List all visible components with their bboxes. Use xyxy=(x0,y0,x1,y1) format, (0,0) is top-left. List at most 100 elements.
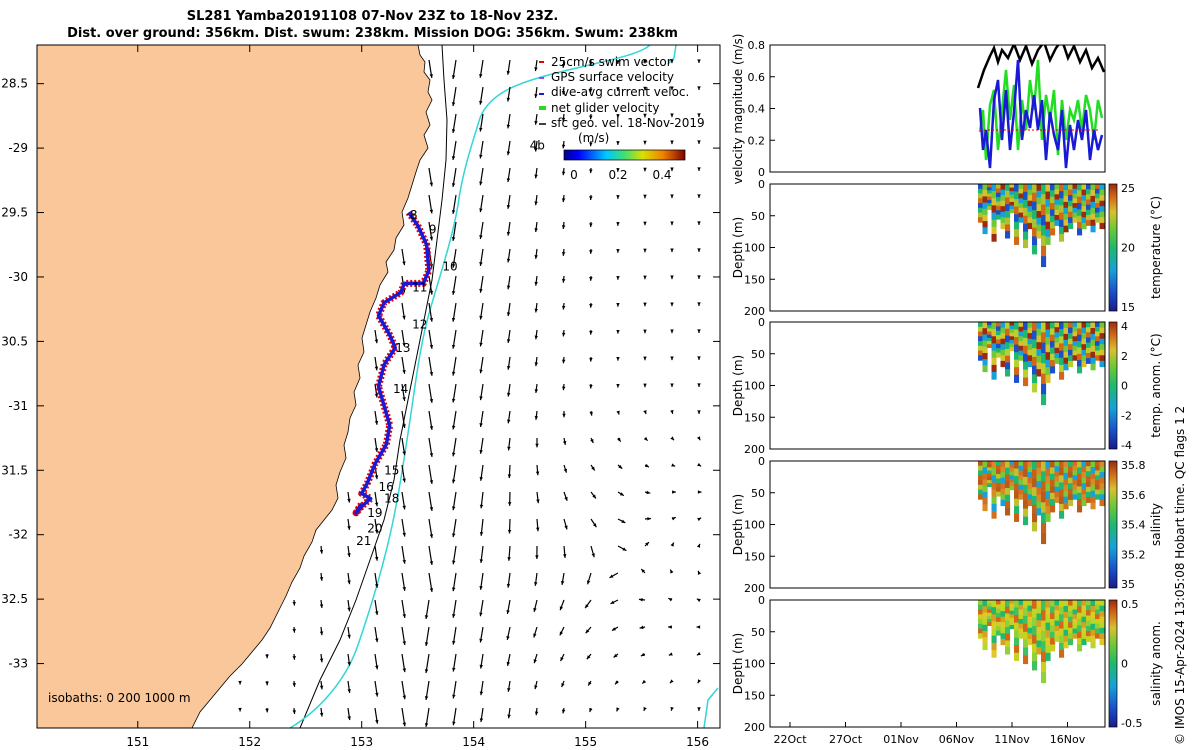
salinity-cell xyxy=(1005,488,1011,496)
geo-velocity-arrowhead xyxy=(402,695,407,700)
temp_anom-cell xyxy=(1086,337,1092,344)
temperature-cell xyxy=(1009,209,1015,214)
geo-velocity-arrowhead xyxy=(506,205,511,209)
temp_anom-cell xyxy=(1099,338,1105,345)
temp_anom-cell xyxy=(1090,357,1096,365)
sal_anom-cell xyxy=(1045,622,1051,631)
salinity-cell xyxy=(1081,461,1087,468)
temp_anom-cell xyxy=(987,341,993,345)
temp_anom-cell xyxy=(1009,343,1015,348)
geo-velocity-arrowhead xyxy=(534,711,539,716)
geo-velocity-arrowhead xyxy=(506,661,511,666)
sal_anom-cell xyxy=(1068,605,1074,612)
sal_anom-cell xyxy=(1099,611,1105,618)
temp_anom-cell xyxy=(996,339,1002,345)
temperature-cell xyxy=(978,217,984,223)
temp_anom-cell xyxy=(996,330,1002,336)
temp_anom-cell xyxy=(1059,343,1065,352)
temp_anom-cell xyxy=(1050,328,1056,336)
sal_anom-cell xyxy=(1032,634,1038,645)
geo-velocity-arrowhead xyxy=(479,585,483,590)
sal_anom-cell xyxy=(1041,600,1047,611)
salinity-cell xyxy=(982,492,988,499)
geo-velocity-arrowhead xyxy=(613,653,618,658)
geo-velocity-arrowhead xyxy=(479,691,484,696)
salinity-cell xyxy=(1054,471,1060,478)
geo-velocity-arrowhead xyxy=(429,399,434,403)
temp_anom-cell xyxy=(1095,341,1101,347)
temp_anom-ytick-150: 150 xyxy=(744,411,765,424)
geo-velocity-arrowhead xyxy=(643,59,647,64)
sal_anom-cell xyxy=(1068,611,1074,618)
salinity-cell xyxy=(1027,472,1033,479)
geo-velocity-arrowhead xyxy=(561,359,566,364)
sal_anom-cell xyxy=(1050,606,1056,614)
salinity-cell xyxy=(1072,470,1078,476)
salinity-cell xyxy=(1023,484,1029,494)
geo-velocity-arrowhead xyxy=(292,601,296,606)
sal_anom-cell xyxy=(1090,635,1096,643)
temp_anom-cell xyxy=(1000,344,1006,351)
temperature-cell xyxy=(1014,206,1020,215)
geo-velocity-arrowhead xyxy=(479,288,483,293)
map-ytick--29: -29 xyxy=(8,141,28,155)
temp_anom-cell xyxy=(1068,322,1074,329)
geo-velocity-arrowhead xyxy=(622,547,627,551)
salinity-cell xyxy=(987,480,993,484)
geo-velocity-arrowhead xyxy=(429,317,434,322)
temp_anom-cell xyxy=(1041,322,1047,333)
geo-velocity-arrowhead xyxy=(506,70,511,75)
temp_anom-cell xyxy=(1018,355,1024,361)
time-xtick-11Nov: 11Nov xyxy=(994,733,1030,746)
sal_anom-cell xyxy=(996,608,1002,614)
temp_anom-cell xyxy=(1005,328,1011,336)
temperature-cell xyxy=(1018,184,1024,190)
geo-velocity-arrowhead xyxy=(451,371,456,376)
sal_anom-cell xyxy=(996,626,1002,632)
salinity-cell xyxy=(1005,494,1011,502)
salinity-cell xyxy=(991,475,997,483)
sal_anom-cell xyxy=(1063,611,1069,619)
day-label-13: 13 xyxy=(395,341,410,355)
salinity-cell xyxy=(1095,480,1101,486)
sal_anom-cell xyxy=(987,600,993,604)
salinity-cell xyxy=(1009,468,1015,473)
sal_anom-cell xyxy=(1023,607,1029,617)
temperature-cell xyxy=(982,190,988,197)
sal_anom-ytick-150: 150 xyxy=(744,689,765,702)
temperature-cell xyxy=(1068,195,1074,202)
temperature-cell xyxy=(1000,184,1006,191)
sal_anom-cell xyxy=(987,612,993,617)
temp_anom-cell xyxy=(1068,355,1074,362)
geo-velocity-arrowhead xyxy=(697,221,701,226)
temp_anom-cell xyxy=(1023,369,1029,379)
salinity-cell xyxy=(1000,494,1006,501)
temperature-cell xyxy=(1086,194,1092,201)
temp_anom-cell xyxy=(1081,344,1087,351)
temp_anom-cell xyxy=(987,344,993,348)
geo-velocity-arrowhead xyxy=(319,712,324,717)
temperature-cell xyxy=(1059,198,1065,206)
temperature-cell xyxy=(1095,184,1101,190)
temp_anom-colorbar xyxy=(1108,321,1118,450)
geo-velocity-arrowhead xyxy=(671,463,676,467)
temperature-cell xyxy=(1027,195,1033,202)
geo-velocity-arrowhead xyxy=(643,248,647,253)
salinity-cell xyxy=(1077,486,1083,494)
temperature-cell xyxy=(1018,188,1024,195)
geo-velocity-arrowhead xyxy=(238,707,242,712)
temp_anom-cell xyxy=(1027,355,1033,362)
salinity-cell xyxy=(1090,484,1096,492)
sal_anom-cell xyxy=(1009,600,1015,605)
temp_anom-cell xyxy=(1090,351,1096,359)
salinity-cell xyxy=(1081,499,1087,507)
temp_anom-cell xyxy=(996,322,1002,327)
temp_anom-cell xyxy=(987,334,993,339)
temperature-cell xyxy=(1086,204,1092,211)
salinity-cell xyxy=(991,468,997,476)
temperature-cell xyxy=(1018,212,1024,218)
salinity-cell xyxy=(1005,461,1011,469)
sal_anom-cell xyxy=(1027,600,1033,607)
geo-velocity-arrowhead xyxy=(643,302,647,307)
